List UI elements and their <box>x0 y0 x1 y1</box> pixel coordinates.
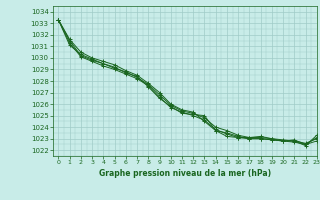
X-axis label: Graphe pression niveau de la mer (hPa): Graphe pression niveau de la mer (hPa) <box>99 169 271 178</box>
